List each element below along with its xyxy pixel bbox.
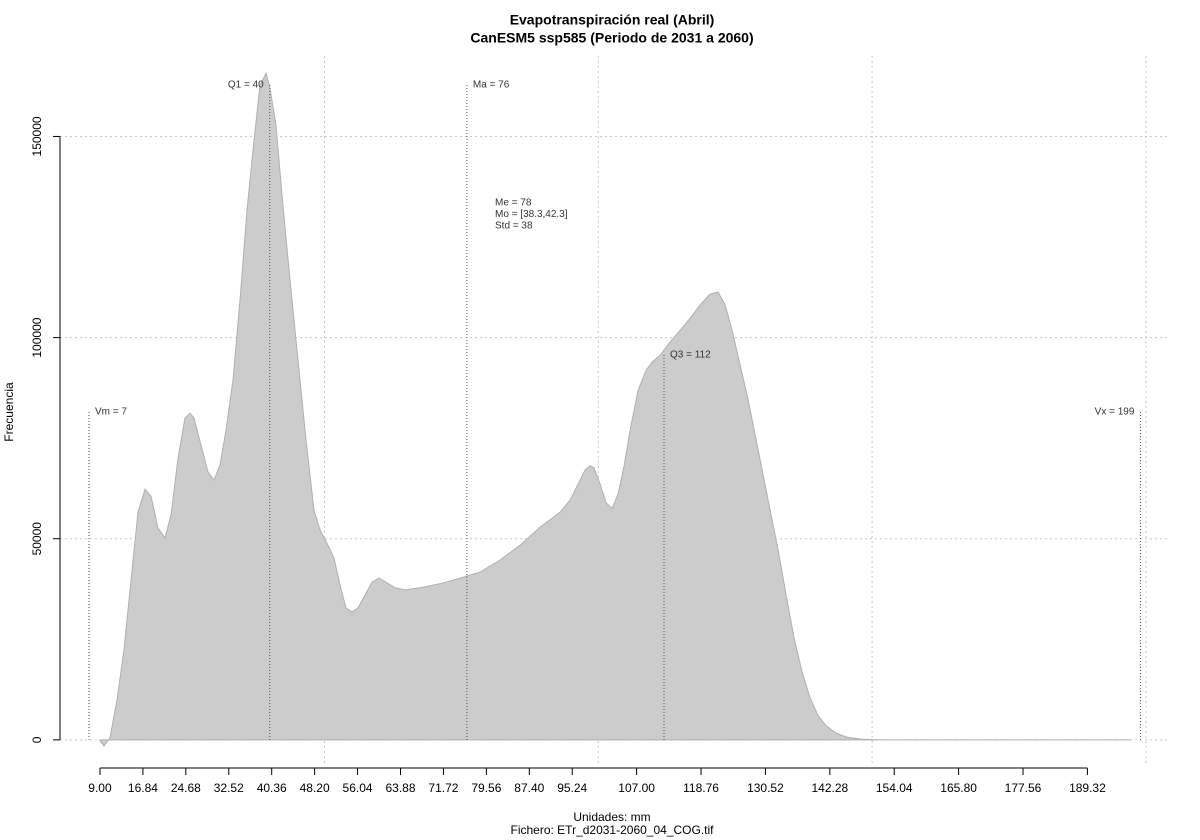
x-tick-label: 16.84 bbox=[128, 781, 158, 795]
x-tick-label: 142.28 bbox=[811, 781, 848, 795]
y-tick-label: 150000 bbox=[30, 116, 44, 156]
x-tick-label: 107.00 bbox=[618, 781, 655, 795]
area bbox=[99, 71, 1131, 747]
annotation-label: Q1 = 40 bbox=[228, 80, 264, 91]
chart-subtitle: CanESM5 ssp585 (Periodo de 2031 a 2060) bbox=[470, 30, 753, 46]
annotation-label: Q3 = 112 bbox=[670, 350, 711, 361]
x-tick-label: 9.00 bbox=[88, 781, 112, 795]
x-tick-label: 40.36 bbox=[257, 781, 287, 795]
y-tick-label: 0 bbox=[30, 736, 44, 743]
x-axis-label: Unidades: mm bbox=[573, 810, 650, 824]
x-tick-label: 189.32 bbox=[1069, 781, 1106, 795]
stats-text: Me = 78 bbox=[495, 198, 532, 209]
annotation-label: Ma = 76 bbox=[473, 80, 510, 91]
x-tick-label: 154.04 bbox=[876, 781, 913, 795]
annotation-label: Vx = 199 bbox=[1095, 407, 1135, 418]
x-tick-label: 118.76 bbox=[683, 781, 719, 795]
y-axis-label: Frecuencia bbox=[2, 382, 16, 442]
x-tick-label: 95.24 bbox=[557, 781, 587, 795]
x-tick-label: 87.40 bbox=[514, 781, 544, 795]
footer: Fichero: ETr_d2031-2060_04_COG.tif bbox=[511, 823, 715, 837]
x-tick-label: 79.56 bbox=[471, 781, 501, 795]
x-tick-label: 177.56 bbox=[1005, 781, 1042, 795]
y-tick-label: 100000 bbox=[30, 317, 44, 357]
stats-text: Mo = [38.3,42.3] bbox=[495, 209, 568, 220]
x-tick-label: 165.80 bbox=[940, 781, 977, 795]
x-tick-label: 32.52 bbox=[214, 781, 244, 795]
x-tick-label: 71.72 bbox=[428, 781, 458, 795]
chart-title: Evapotranspiración real (Abril) bbox=[510, 12, 715, 28]
y-tick-label: 50000 bbox=[30, 522, 44, 556]
x-tick-label: 63.88 bbox=[385, 781, 415, 795]
x-tick-label: 130.52 bbox=[747, 781, 784, 795]
x-tick-label: 48.20 bbox=[300, 781, 330, 795]
stats-text: Std = 38 bbox=[495, 221, 533, 232]
annotation-label: Vm = 7 bbox=[95, 407, 127, 418]
x-tick-label: 56.04 bbox=[343, 781, 373, 795]
x-tick-label: 24.68 bbox=[171, 781, 201, 795]
